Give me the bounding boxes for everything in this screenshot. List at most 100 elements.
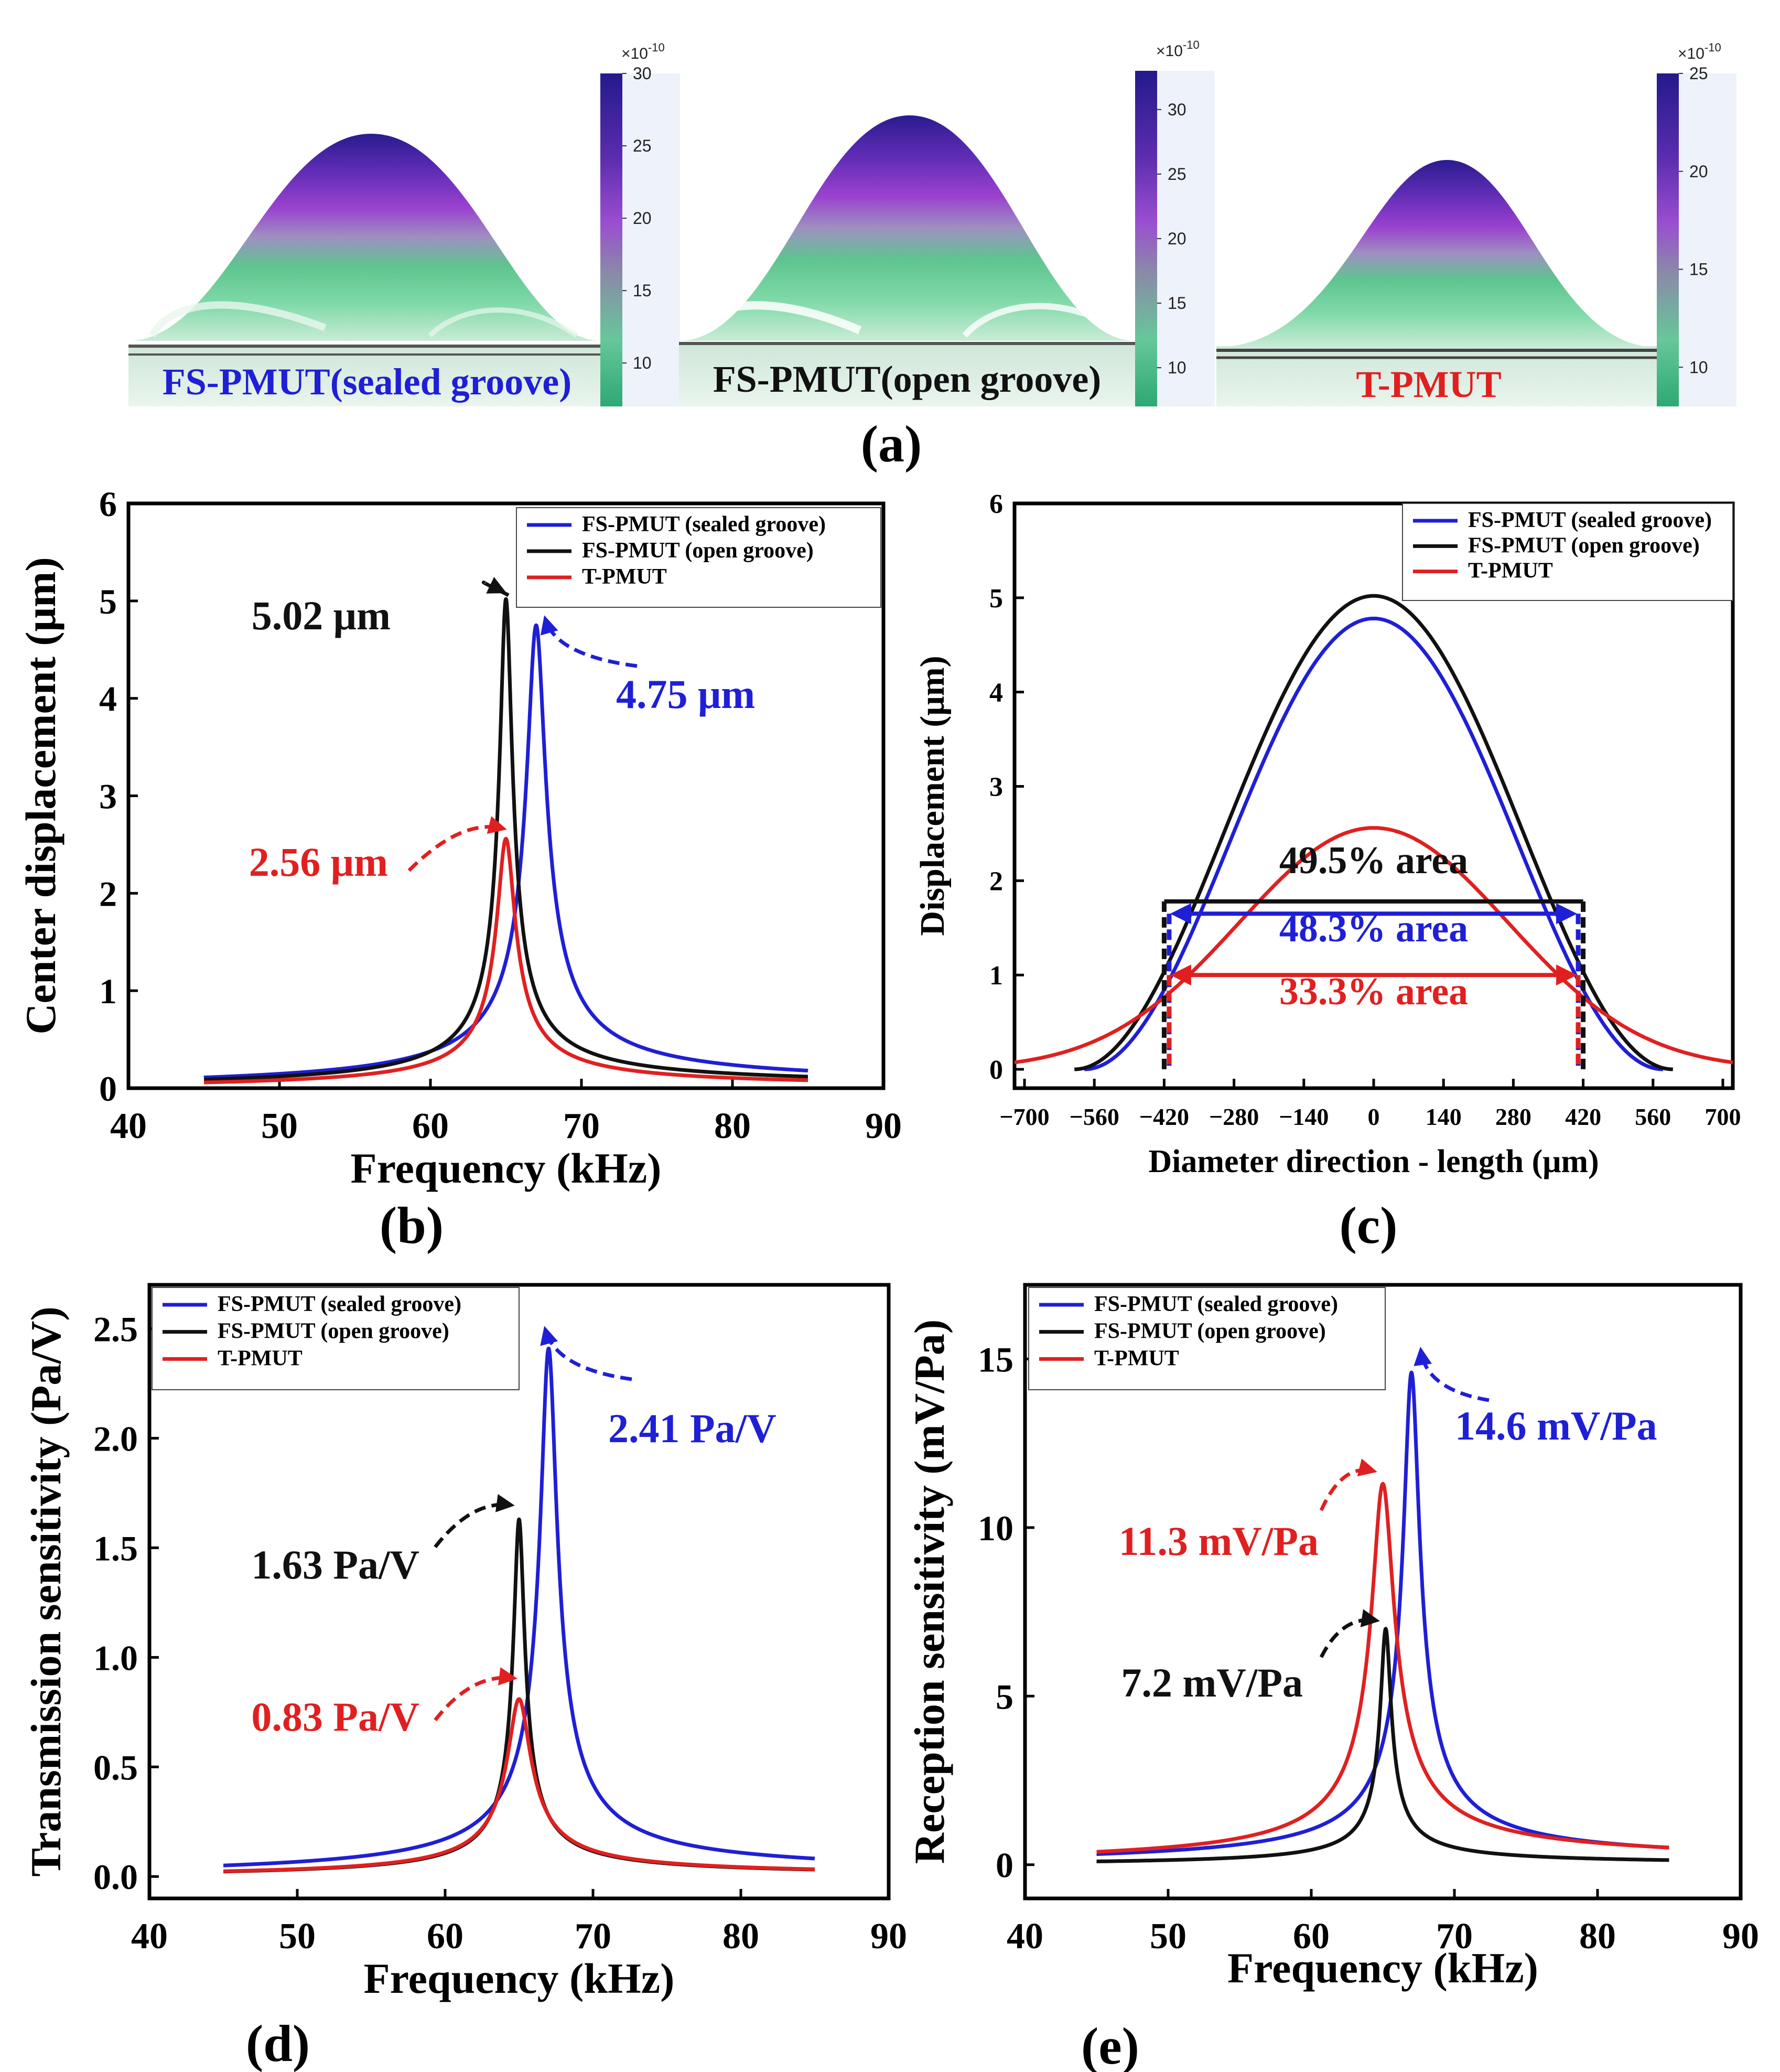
x-tick-label: 0 — [1368, 1103, 1380, 1130]
sim-image-open — [679, 71, 1215, 406]
colorbar — [600, 73, 622, 406]
colorbar — [1135, 71, 1157, 406]
sim-image-tpmut — [1216, 73, 1736, 406]
y-tick-label: 2.0 — [93, 1419, 138, 1459]
colorbar-tick-label: 30 — [1168, 100, 1186, 119]
y-tick-label: 4 — [989, 678, 1003, 708]
peak-annotation: 5.02 μm — [252, 593, 391, 638]
x-tick-label: 60 — [1293, 1916, 1330, 1957]
legend-entry: FS-PMUT (sealed groove) — [218, 1292, 461, 1316]
panel-label-e: (e) — [1081, 2017, 1139, 2072]
legend-entry: FS-PMUT (sealed groove) — [1094, 1292, 1338, 1316]
y-tick-label: 5 — [99, 582, 117, 621]
series-line — [202, 623, 810, 1080]
y-tick-label: 5 — [996, 1677, 1013, 1716]
y-tick-label: 0.0 — [93, 1857, 138, 1897]
y-tick-label: 0 — [99, 1069, 117, 1109]
y-tick-label: 1.0 — [93, 1638, 138, 1678]
panel-a: ×10-10 30 25 20 15 10 ×10-10 30 25 20 15 10 ×10-10 25… — [128, 38, 1736, 473]
series-line — [222, 1346, 816, 1867]
y-tick-label: 1.5 — [93, 1528, 138, 1568]
y-tick-label: 0 — [996, 1845, 1013, 1885]
y-tick-label: 2 — [989, 866, 1003, 896]
annotation-arrow — [540, 615, 638, 668]
x-tick-label: 50 — [1150, 1916, 1186, 1957]
legend-entry: FS-PMUT (open groove) — [1468, 533, 1700, 557]
x-tick-label: −420 — [1139, 1103, 1189, 1130]
colorbar-exponent: ×10-10 — [1156, 38, 1200, 60]
y-tick-label: 6 — [989, 489, 1003, 519]
chart-e: 40 50 60 70 80 90 0 5 10 15 Frequency (kHz) Recepti… — [905, 1283, 1759, 2072]
peak-annotation: 14.6 mV/Pa — [1455, 1403, 1657, 1448]
annotation-arrow — [1319, 1609, 1380, 1658]
legend-entry: FS-PMUT (open groove) — [1094, 1319, 1326, 1344]
x-tick-label: 70 — [575, 1916, 611, 1957]
chart-d: 40 50 60 70 80 90 0.0 0.5 1.0 1.5 2.0 2.5 Frequency … — [22, 1283, 907, 2072]
x-axis-label: Frequency (kHz) — [351, 1144, 662, 1192]
peak-annotation: 1.63 Pa/V — [251, 1542, 419, 1587]
y-tick-label: 3 — [989, 772, 1003, 802]
x-tick-label: 40 — [1007, 1916, 1043, 1957]
legend-box — [516, 507, 881, 608]
y-axis-label: Transmission sensitivity (Pa/V) — [22, 1306, 70, 1876]
panel-label-c: (c) — [1340, 1196, 1398, 1254]
series-line — [1014, 826, 1733, 1065]
y-tick-label: 2 — [99, 874, 117, 914]
sim-image-sealed — [128, 73, 680, 406]
legend-entry: FS-PMUT (sealed groove) — [582, 512, 826, 536]
colorbar-tick-label: 10 — [1689, 358, 1708, 377]
annotation-arrow — [407, 816, 507, 872]
x-tick-label: 50 — [261, 1106, 298, 1146]
colorbar-exponent: ×10-10 — [621, 41, 665, 62]
peak-annotation: 7.2 mV/Pa — [1121, 1660, 1303, 1705]
annotation-arrow — [1414, 1347, 1490, 1402]
y-tick-label: 1 — [989, 961, 1003, 991]
colorbar-tick-label: 25 — [633, 136, 652, 155]
x-tick-label: −560 — [1070, 1103, 1119, 1130]
plot-frame — [1023, 1283, 1743, 1901]
legend-entry: FS-PMUT (open groove) — [218, 1319, 449, 1344]
peak-annotation: 2.56 μm — [249, 839, 388, 885]
y-tick-label: 0 — [989, 1055, 1003, 1085]
y-axis-label: Displacement (μm) — [913, 656, 952, 936]
colorbar-tick-label: 15 — [1168, 294, 1186, 313]
y-axis-label: Center displacement (μm) — [17, 557, 64, 1034]
x-tick-label: 60 — [412, 1106, 449, 1146]
x-tick-label: 80 — [714, 1106, 751, 1146]
series-line — [1095, 1627, 1671, 1863]
x-tick-label: 560 — [1635, 1103, 1671, 1130]
colorbar-tick-label: 30 — [633, 64, 652, 83]
colorbar — [1657, 73, 1679, 406]
x-tick-label: 70 — [563, 1106, 600, 1146]
x-tick-label: 90 — [865, 1106, 902, 1146]
colorbar-tick-label: 20 — [1689, 162, 1708, 181]
colorbar-tick-label: 15 — [633, 281, 652, 300]
x-tick-label: 40 — [131, 1916, 168, 1957]
x-tick-label: −140 — [1279, 1103, 1329, 1130]
caption-sealed: FS-PMUT(sealed groove) — [163, 361, 572, 403]
x-tick-label: 420 — [1565, 1103, 1601, 1130]
series-line — [202, 836, 810, 1085]
caption-tpmut: T-PMUT — [1356, 363, 1501, 405]
y-tick-label: 3 — [99, 777, 117, 817]
series-line — [222, 1697, 816, 1873]
x-tick-label: 80 — [1579, 1916, 1616, 1957]
peak-annotation: 11.3 mV/Pa — [1119, 1518, 1319, 1564]
chart-c: −700 −560 −420 −280 −140 0 140 280 420 560 700 0 1 2 3… — [913, 489, 1741, 1254]
series-line — [202, 597, 810, 1082]
legend-box — [1028, 1287, 1386, 1390]
y-axis-label: Reception sensitivity (mV/Pa) — [905, 1319, 953, 1864]
colorbar-tick-label: 10 — [1168, 358, 1186, 377]
area-label: 33.3% area — [1279, 970, 1468, 1013]
legend-entry: FS-PMUT (sealed groove) — [1468, 508, 1712, 532]
annotation-arrow — [1319, 1458, 1377, 1511]
x-tick-label: −700 — [999, 1103, 1049, 1130]
colorbar-tick-label: 20 — [1168, 229, 1186, 248]
y-tick-label: 6 — [99, 484, 117, 524]
peak-annotation: 2.41 Pa/V — [608, 1405, 776, 1451]
annotation-arrow — [540, 1326, 632, 1381]
colorbar-tick-label: 25 — [1689, 64, 1708, 83]
colorbar-tick-label: 10 — [633, 353, 652, 372]
series-line — [1095, 1481, 1671, 1854]
